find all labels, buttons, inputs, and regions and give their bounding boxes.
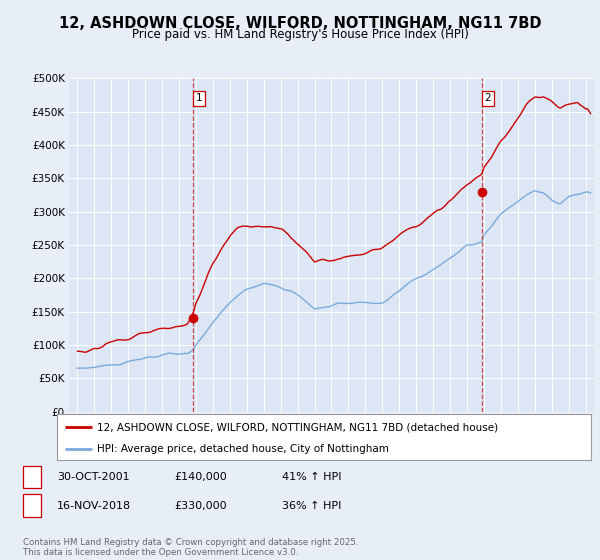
Text: 2: 2: [28, 501, 35, 511]
Text: £140,000: £140,000: [174, 472, 227, 482]
Text: £330,000: £330,000: [174, 501, 227, 511]
Text: 1: 1: [28, 472, 35, 482]
Text: 12, ASHDOWN CLOSE, WILFORD, NOTTINGHAM, NG11 7BD: 12, ASHDOWN CLOSE, WILFORD, NOTTINGHAM, …: [59, 16, 541, 31]
Text: 1: 1: [196, 94, 202, 104]
Text: 2: 2: [484, 94, 491, 104]
Text: Price paid vs. HM Land Registry's House Price Index (HPI): Price paid vs. HM Land Registry's House …: [131, 28, 469, 41]
Text: Contains HM Land Registry data © Crown copyright and database right 2025.
This d: Contains HM Land Registry data © Crown c…: [23, 538, 358, 557]
Text: HPI: Average price, detached house, City of Nottingham: HPI: Average price, detached house, City…: [97, 444, 389, 454]
Text: 36% ↑ HPI: 36% ↑ HPI: [282, 501, 341, 511]
Text: 12, ASHDOWN CLOSE, WILFORD, NOTTINGHAM, NG11 7BD (detached house): 12, ASHDOWN CLOSE, WILFORD, NOTTINGHAM, …: [97, 422, 498, 432]
Text: 41% ↑ HPI: 41% ↑ HPI: [282, 472, 341, 482]
Text: 16-NOV-2018: 16-NOV-2018: [57, 501, 131, 511]
Text: 30-OCT-2001: 30-OCT-2001: [57, 472, 130, 482]
